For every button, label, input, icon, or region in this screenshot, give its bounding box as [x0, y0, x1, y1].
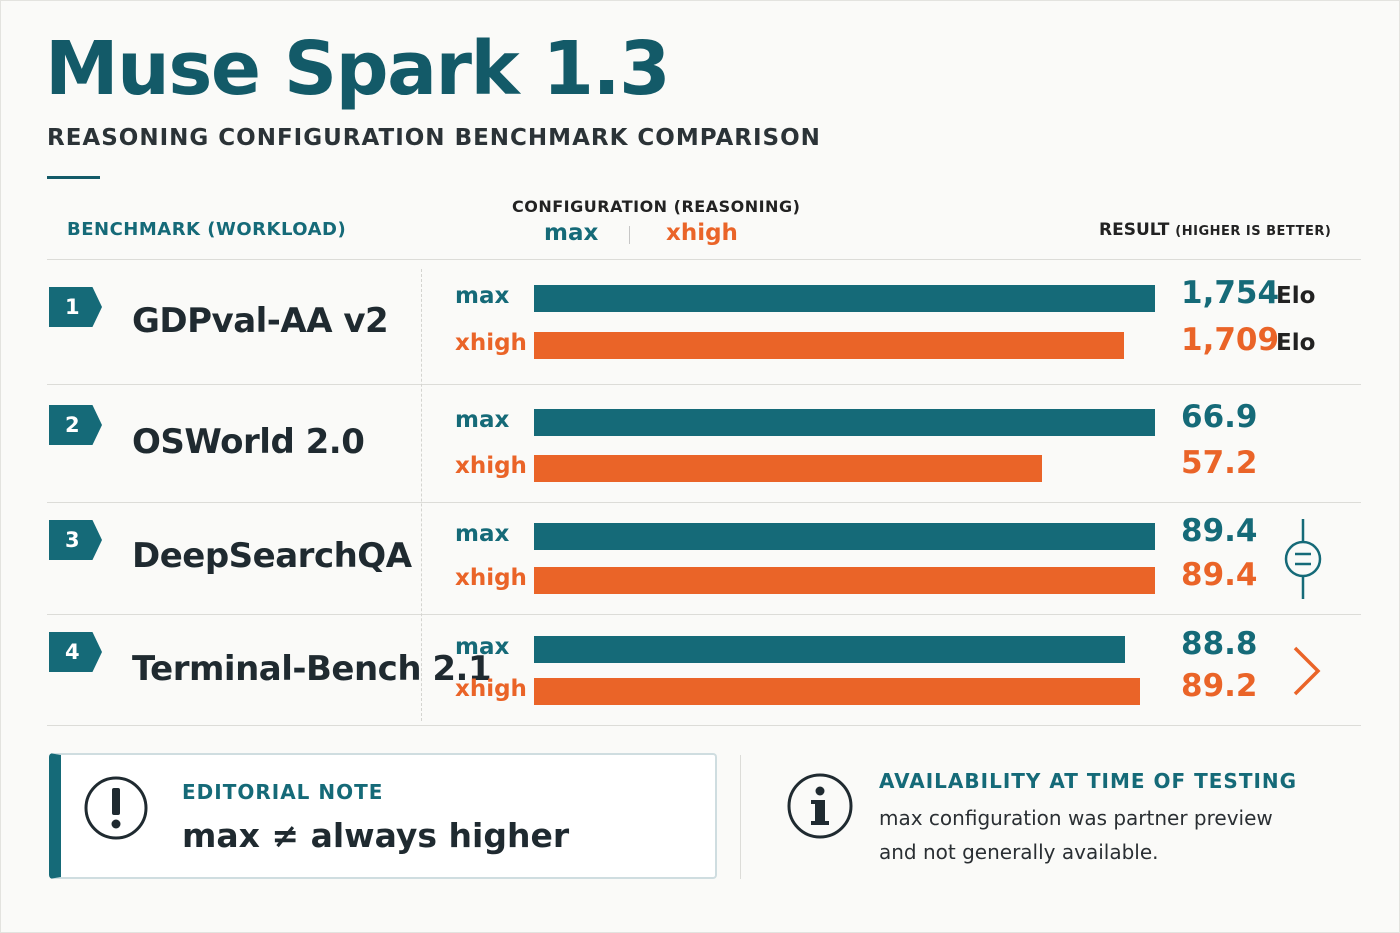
- series-label-max: max: [455, 283, 510, 309]
- editorial-note-body: max ≠ always higher: [182, 816, 570, 855]
- value-label-xhigh: 57.2: [1181, 445, 1258, 481]
- rank-badge: 4: [49, 632, 102, 672]
- value-label-max: 89.4: [1181, 513, 1258, 549]
- rank-badge: 3: [49, 520, 102, 560]
- configuration-column-header: CONFIGURATION (REASONING): [512, 197, 801, 216]
- bar-xhigh: [534, 567, 1155, 594]
- row-divider: [47, 502, 1361, 503]
- equal-icon: [1284, 519, 1322, 599]
- value-label-xhigh: 1,709: [1181, 322, 1280, 358]
- footer-divider: [740, 755, 741, 879]
- row-divider: [47, 384, 1361, 385]
- availability-line: and not generally available.: [879, 840, 1159, 864]
- page-subtitle: REASONING CONFIGURATION BENCHMARK COMPAR…: [47, 125, 821, 151]
- benchmark-name: OSWorld 2.0: [132, 422, 365, 462]
- page-title: Muse Spark 1.3: [45, 26, 671, 112]
- header-divider: [47, 259, 1361, 260]
- value-label-max: 1,754: [1181, 275, 1280, 311]
- benchmark-column-header: BENCHMARK (WORKLOAD): [67, 219, 347, 240]
- rank-badge: 1: [49, 287, 102, 327]
- series-label-max: max: [455, 521, 510, 547]
- benchmark-name: GDPval-AA v2: [132, 301, 389, 341]
- row-divider: [47, 725, 1361, 726]
- legend-xhigh: xhigh: [666, 220, 738, 246]
- result-column-header: RESULT (HIGHER IS BETTER): [1099, 220, 1331, 240]
- editorial-note-card: [49, 753, 717, 879]
- chevron-right-icon: [1293, 646, 1321, 696]
- series-label-max: max: [455, 407, 510, 433]
- column-divider: [421, 269, 422, 721]
- benchmark-name: DeepSearchQA: [132, 536, 412, 576]
- info-icon: [787, 773, 853, 839]
- bar-xhigh: [534, 678, 1140, 705]
- bar-xhigh: [534, 455, 1042, 482]
- series-label-max: max: [455, 634, 510, 660]
- row-divider: [47, 614, 1361, 615]
- series-label-xhigh: xhigh: [455, 676, 527, 702]
- benchmark-name: Terminal-Bench 2.1: [132, 649, 492, 689]
- exclamation-icon: [84, 776, 148, 840]
- legend-separator: [629, 226, 630, 244]
- bar-max: [534, 636, 1125, 663]
- legend-max: max: [544, 220, 599, 246]
- availability-title: AVAILABILITY AT TIME OF TESTING: [879, 769, 1298, 793]
- value-label-xhigh: 89.2: [1181, 668, 1258, 704]
- unit-label: Elo: [1276, 283, 1316, 309]
- bar-max: [534, 285, 1155, 312]
- series-label-xhigh: xhigh: [455, 565, 527, 591]
- availability-line: max configuration was partner preview: [879, 806, 1273, 830]
- value-label-max: 88.8: [1181, 626, 1258, 662]
- unit-label: Elo: [1276, 330, 1316, 356]
- result-header-label: RESULT: [1099, 220, 1170, 240]
- bar-xhigh: [534, 332, 1124, 359]
- series-label-xhigh: xhigh: [455, 330, 527, 356]
- bar-max: [534, 409, 1155, 436]
- value-label-xhigh: 89.4: [1181, 557, 1258, 593]
- rank-badge: 2: [49, 405, 102, 445]
- series-label-xhigh: xhigh: [455, 453, 527, 479]
- title-accent-rule: [47, 176, 100, 179]
- bar-max: [534, 523, 1155, 550]
- value-label-max: 66.9: [1181, 399, 1258, 435]
- result-header-note: (HIGHER IS BETTER): [1175, 224, 1332, 239]
- editorial-note-title: EDITORIAL NOTE: [182, 780, 384, 804]
